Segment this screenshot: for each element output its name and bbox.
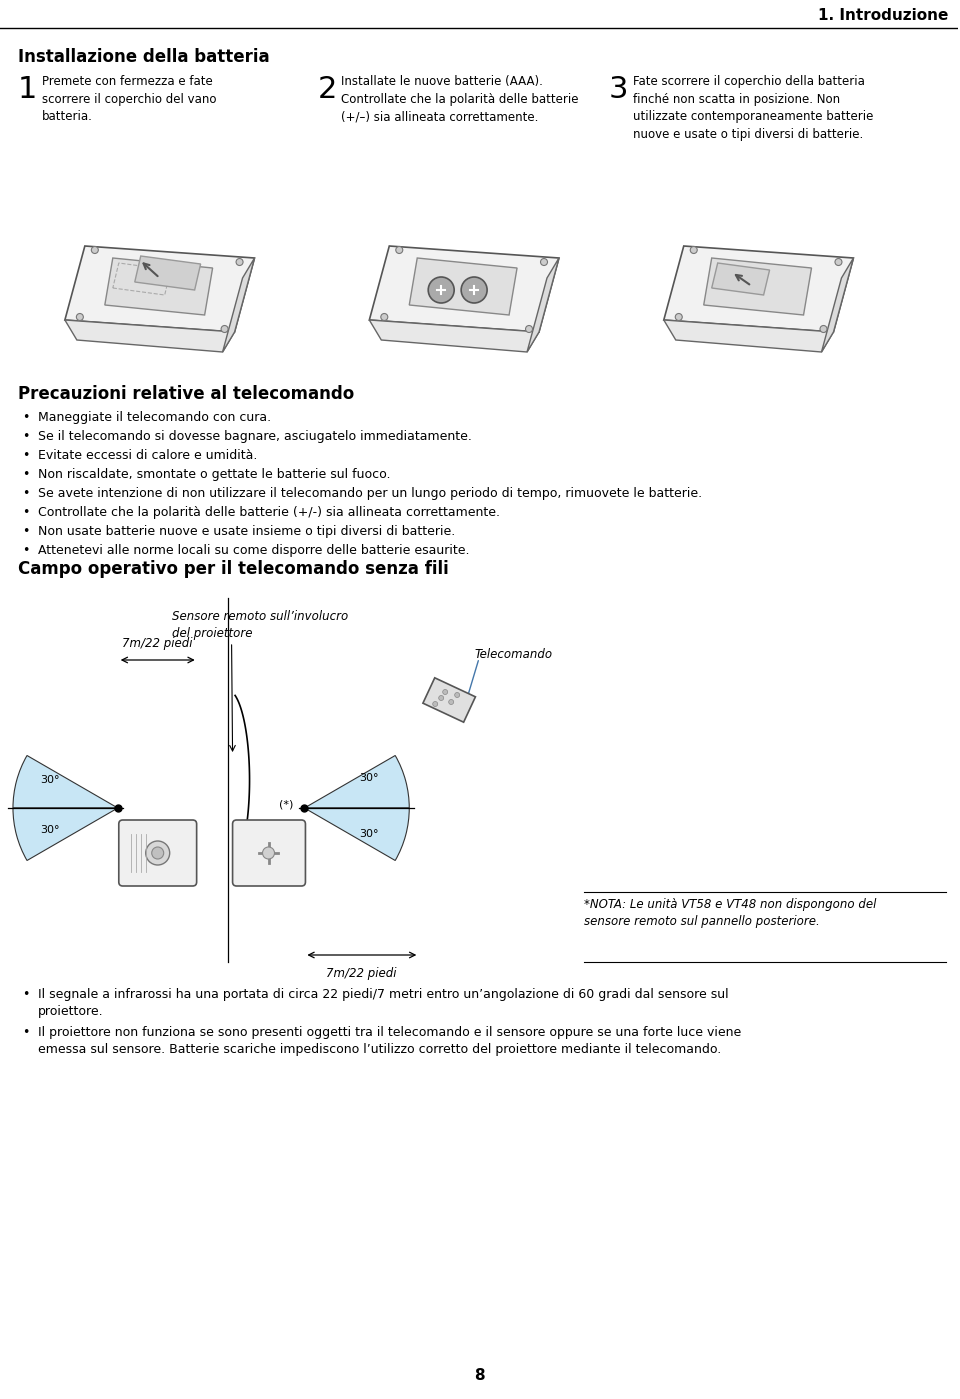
Polygon shape [134, 256, 201, 290]
Circle shape [146, 841, 170, 865]
Text: 2: 2 [318, 76, 337, 104]
Text: •: • [22, 411, 30, 424]
Polygon shape [65, 320, 234, 353]
FancyBboxPatch shape [232, 820, 305, 886]
Circle shape [91, 246, 98, 253]
Polygon shape [527, 257, 559, 353]
Polygon shape [370, 246, 559, 332]
Circle shape [690, 246, 697, 253]
Circle shape [461, 277, 487, 304]
Text: 7m/22 piedi: 7m/22 piedi [123, 637, 193, 651]
Text: (*): (*) [279, 799, 294, 809]
Text: •: • [22, 506, 30, 519]
Text: 1: 1 [18, 76, 37, 104]
Wedge shape [13, 809, 118, 860]
Circle shape [455, 693, 460, 698]
Wedge shape [304, 755, 409, 809]
Text: Maneggiate il telecomando con cura.: Maneggiate il telecomando con cura. [38, 411, 271, 424]
Text: 3: 3 [609, 76, 629, 104]
Text: 30°: 30° [40, 775, 60, 785]
Circle shape [675, 313, 683, 320]
Text: Il segnale a infrarossi ha una portata di circa 22 piedi/7 metri entro un’angola: Il segnale a infrarossi ha una portata d… [38, 988, 729, 1018]
FancyBboxPatch shape [119, 820, 197, 886]
Text: 8: 8 [474, 1368, 485, 1384]
Circle shape [448, 700, 454, 705]
Text: •: • [22, 525, 30, 539]
Circle shape [525, 326, 533, 333]
Text: Installazione della batteria: Installazione della batteria [18, 48, 270, 66]
Circle shape [835, 259, 842, 266]
Circle shape [262, 846, 275, 859]
Text: •: • [22, 544, 30, 557]
Polygon shape [223, 257, 254, 353]
Text: Se il telecomando si dovesse bagnare, asciugatelo immediatamente.: Se il telecomando si dovesse bagnare, as… [38, 429, 471, 443]
Polygon shape [663, 246, 853, 332]
Text: •: • [22, 1025, 30, 1039]
Text: Evitate eccessi di calore e umidità.: Evitate eccessi di calore e umidità. [38, 449, 257, 462]
Text: Fate scorrere il coperchio della batteria
finché non scatta in posizione. Non
ut: Fate scorrere il coperchio della batteri… [633, 76, 874, 140]
Text: Non usate batterie nuove e usate insieme o tipi diversi di batterie.: Non usate batterie nuove e usate insieme… [38, 525, 455, 539]
Polygon shape [711, 263, 770, 295]
Text: •: • [22, 469, 30, 481]
Text: *NOTA: Le unità VT58 e VT48 non dispongono del
sensore remoto sul pannello poste: *NOTA: Le unità VT58 e VT48 non dispongo… [584, 898, 876, 929]
Polygon shape [822, 257, 853, 353]
Circle shape [236, 259, 243, 266]
Text: Installate le nuove batterie (AAA).
Controllate che la polarità delle batterie
(: Installate le nuove batterie (AAA). Cont… [342, 76, 579, 123]
Text: 30°: 30° [360, 774, 379, 783]
Text: 7m/22 piedi: 7m/22 piedi [326, 967, 396, 981]
Text: Campo operativo per il telecomando senza fili: Campo operativo per il telecomando senza… [18, 560, 448, 578]
Wedge shape [13, 755, 118, 809]
Text: •: • [22, 429, 30, 443]
Text: 1. Introduzione: 1. Introduzione [818, 8, 948, 22]
Text: Non riscaldate, smontate o gettate le batterie sul fuoco.: Non riscaldate, smontate o gettate le ba… [38, 469, 391, 481]
Polygon shape [423, 677, 475, 722]
Text: 30°: 30° [360, 830, 379, 839]
Wedge shape [304, 809, 409, 860]
Circle shape [443, 690, 447, 694]
Circle shape [820, 326, 827, 333]
Text: •: • [22, 449, 30, 462]
Polygon shape [704, 257, 811, 315]
Polygon shape [370, 320, 539, 353]
Text: Precauzioni relative al telecomando: Precauzioni relative al telecomando [18, 385, 354, 403]
Text: Il proiettore non funziona se sono presenti oggetti tra il telecomando e il sens: Il proiettore non funziona se sono prese… [38, 1025, 741, 1056]
Text: Premete con fermezza e fate
scorrere il coperchio del vano
batteria.: Premete con fermezza e fate scorrere il … [42, 76, 216, 123]
Polygon shape [663, 320, 833, 353]
Circle shape [221, 326, 228, 333]
Circle shape [381, 313, 388, 320]
Circle shape [396, 246, 403, 253]
Polygon shape [105, 257, 212, 315]
Text: •: • [22, 988, 30, 1002]
Circle shape [77, 313, 84, 320]
Circle shape [428, 277, 454, 304]
Text: •: • [22, 487, 30, 499]
Circle shape [540, 259, 547, 266]
Circle shape [433, 701, 438, 706]
Polygon shape [409, 257, 517, 315]
Circle shape [439, 695, 444, 701]
Circle shape [152, 846, 164, 859]
Text: Telecomando: Telecomando [474, 648, 552, 660]
Text: Attenetevi alle norme locali su come disporre delle batterie esaurite.: Attenetevi alle norme locali su come dis… [38, 544, 469, 557]
Text: Controllate che la polarità delle batterie (+/-) sia allineata correttamente.: Controllate che la polarità delle batter… [38, 506, 500, 519]
Text: Se avete intenzione di non utilizzare il telecomando per un lungo periodo di tem: Se avete intenzione di non utilizzare il… [38, 487, 702, 499]
Text: 30°: 30° [40, 825, 60, 835]
Polygon shape [65, 246, 254, 332]
Text: Sensore remoto sull’involucro
del proiettore: Sensore remoto sull’involucro del proiet… [172, 610, 348, 639]
